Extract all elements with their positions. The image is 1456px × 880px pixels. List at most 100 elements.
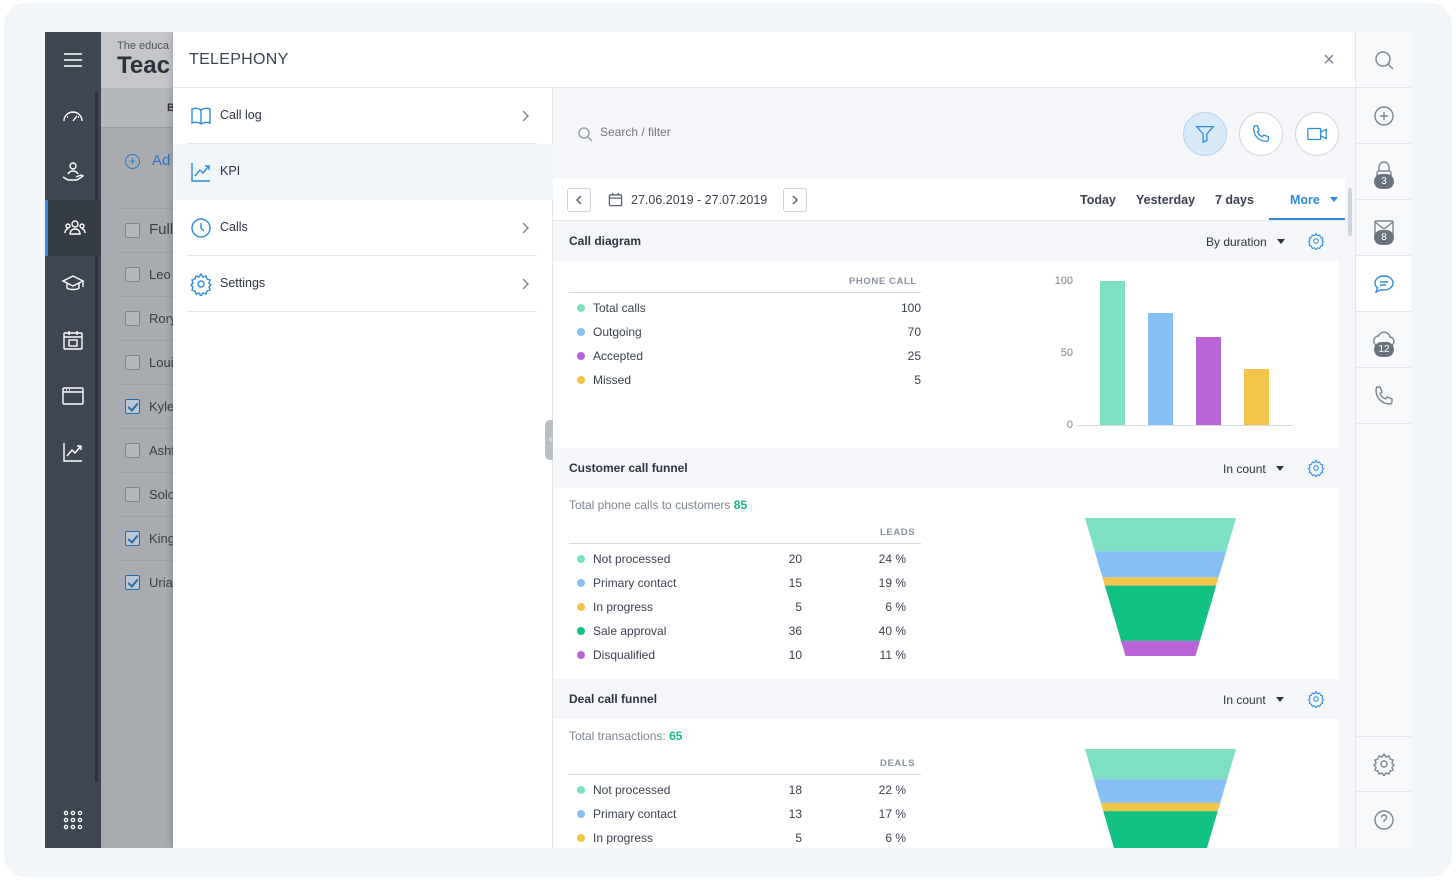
menu-icon[interactable] [45,32,101,88]
row-checkbox[interactable] [125,531,140,546]
menu-item-kpi[interactable]: KPI [173,144,553,200]
row-checkbox[interactable] [125,355,140,370]
close-icon[interactable]: × [1323,49,1335,71]
menu-item-label: Calls [220,220,248,234]
funnel-segment-primary-contact[interactable] [1093,779,1228,803]
browser-window-icon[interactable] [45,368,101,424]
bar-missed[interactable] [1244,368,1269,425]
chart-trend-icon [189,160,213,184]
hand-user-icon[interactable] [45,144,101,200]
date-range[interactable]: 27.06.2019 - 27.07.2019 [631,193,768,207]
search-input[interactable] [600,125,900,139]
funnel-segment-disqualified[interactable] [1121,640,1200,656]
create-button[interactable] [1356,88,1411,144]
funnel-segment-in-progress[interactable] [1102,577,1219,586]
collapse-handle[interactable]: ‹ [545,420,556,460]
prev-period-button[interactable] [567,188,591,212]
left-nav-scrollbar[interactable] [95,92,98,782]
cloud-button[interactable]: 12 [1356,312,1411,368]
dashboard-icon[interactable] [45,88,101,144]
total-label: Total transactions: [569,729,666,743]
gear-icon[interactable] [1307,690,1325,709]
row-checkbox[interactable] [125,311,140,326]
telephony-menu: Call log KPI Calls Settings [173,88,553,848]
background-row[interactable]: King [117,516,181,560]
bar-outgoing[interactable] [1148,312,1173,425]
background-row[interactable]: Rory [117,296,181,340]
background-row[interactable]: Loui [117,340,181,384]
search-button[interactable] [1356,32,1411,88]
funnel-segment-primary-contact[interactable] [1094,551,1227,578]
mail-button[interactable]: 8 [1356,200,1411,256]
row-checkbox[interactable] [125,487,140,502]
background-row[interactable]: Full [117,208,181,252]
background-row[interactable]: Kyle [117,384,181,428]
row-checkbox[interactable] [125,575,140,590]
row-checkbox[interactable] [125,399,140,414]
funnel-segment-in-progress[interactable] [1100,802,1221,812]
call-diagram-mode-dropdown[interactable]: By duration [1206,235,1285,249]
quick-date-today[interactable]: Today [1080,193,1116,207]
row-percent: 22 % [878,783,906,797]
customer-funnel-card: Total phone calls to customers 85 LEADS … [553,488,1338,679]
background-row[interactable]: Uria [117,560,181,604]
row-checkbox[interactable] [125,267,140,282]
lock-button[interactable]: 3 [1356,144,1411,200]
background-row[interactable]: Solo [117,472,181,516]
funnel-segment-not-processed[interactable] [1085,749,1236,780]
menu-item-calls[interactable]: Calls [187,200,537,256]
background-add-button[interactable]: + Ad [125,152,170,169]
background-row[interactable]: Asht [117,428,181,472]
gear-icon[interactable] [1307,232,1325,251]
row-count: 13 [788,807,802,821]
graduation-cap-icon[interactable] [45,256,101,312]
quick-date-more[interactable]: More [1290,193,1338,207]
row-checkbox[interactable] [125,443,140,458]
chat-button[interactable] [1356,256,1411,312]
row-checkbox[interactable] [125,223,140,238]
row-count: 20 [788,552,802,566]
row-name: Loui [149,355,174,370]
chart-trend-icon[interactable] [45,424,101,480]
deal-funnel-mode-dropdown[interactable]: In count [1223,693,1284,707]
menu-item-call-log[interactable]: Call log [187,88,537,144]
legend-dot [577,627,585,635]
phone-button[interactable] [1356,368,1411,424]
call-button[interactable] [1239,112,1283,156]
help-button[interactable] [1356,792,1411,848]
right-sidebar: 3 8 12 [1355,32,1411,848]
dropdown-label: In count [1223,693,1266,707]
settings-button[interactable] [1356,736,1411,792]
row-value: 100 [900,301,921,315]
row-percent: 24 % [878,552,906,566]
row-value: 5 [914,373,921,387]
background-header: The educa Teac [101,32,181,88]
bar-total-calls[interactable] [1100,281,1125,425]
background-row[interactable]: Leo [117,252,181,296]
caret-down-icon [1276,239,1285,244]
menu-item-settings[interactable]: Settings [187,256,537,312]
customer-funnel-mode-dropdown[interactable]: In count [1223,462,1284,476]
team-icon[interactable] [45,200,101,256]
help-icon [1374,810,1394,830]
calendar-board-icon[interactable] [45,312,101,368]
content-scrollbar[interactable] [1348,188,1352,236]
background-add-label: Ad [152,152,171,169]
bar-accepted[interactable] [1196,337,1221,425]
row-label: Accepted [593,349,644,363]
quick-date-7-days[interactable]: 7 days [1215,193,1254,207]
funnel-segment-sale-approval[interactable] [1103,811,1218,848]
next-period-button[interactable] [783,188,807,212]
total-label: Total phone calls to customers [569,498,731,512]
apps-grid-icon[interactable] [45,792,101,848]
lock-badge: 3 [1374,174,1394,189]
filter-button[interactable] [1183,112,1227,156]
funnel-segment-sale-approval[interactable] [1104,585,1217,641]
funnel-segment-not-processed[interactable] [1085,518,1236,552]
gear-icon[interactable] [1307,459,1325,478]
video-call-button[interactable] [1295,112,1339,156]
row-label: Disqualified [593,648,656,662]
phone-icon [1375,385,1393,405]
row-label: Not processed [593,552,671,566]
quick-date-yesterday[interactable]: Yesterday [1136,193,1196,207]
